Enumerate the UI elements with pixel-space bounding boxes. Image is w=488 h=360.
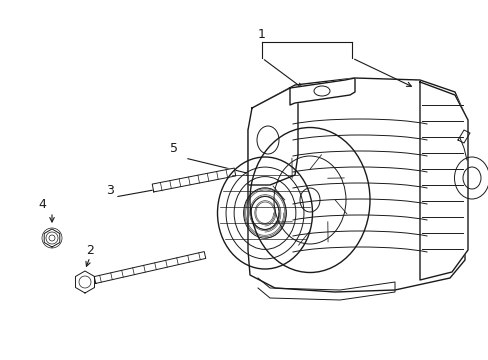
Polygon shape xyxy=(247,88,297,185)
Polygon shape xyxy=(44,229,60,247)
Text: 1: 1 xyxy=(258,28,265,41)
Polygon shape xyxy=(152,168,235,192)
Text: 5: 5 xyxy=(170,141,178,154)
Polygon shape xyxy=(289,78,354,105)
Polygon shape xyxy=(419,82,467,280)
Polygon shape xyxy=(75,271,94,293)
Text: 2: 2 xyxy=(86,243,94,256)
Text: 4: 4 xyxy=(38,198,46,211)
Text: 3: 3 xyxy=(106,184,114,197)
Polygon shape xyxy=(247,78,464,292)
Polygon shape xyxy=(94,252,205,283)
